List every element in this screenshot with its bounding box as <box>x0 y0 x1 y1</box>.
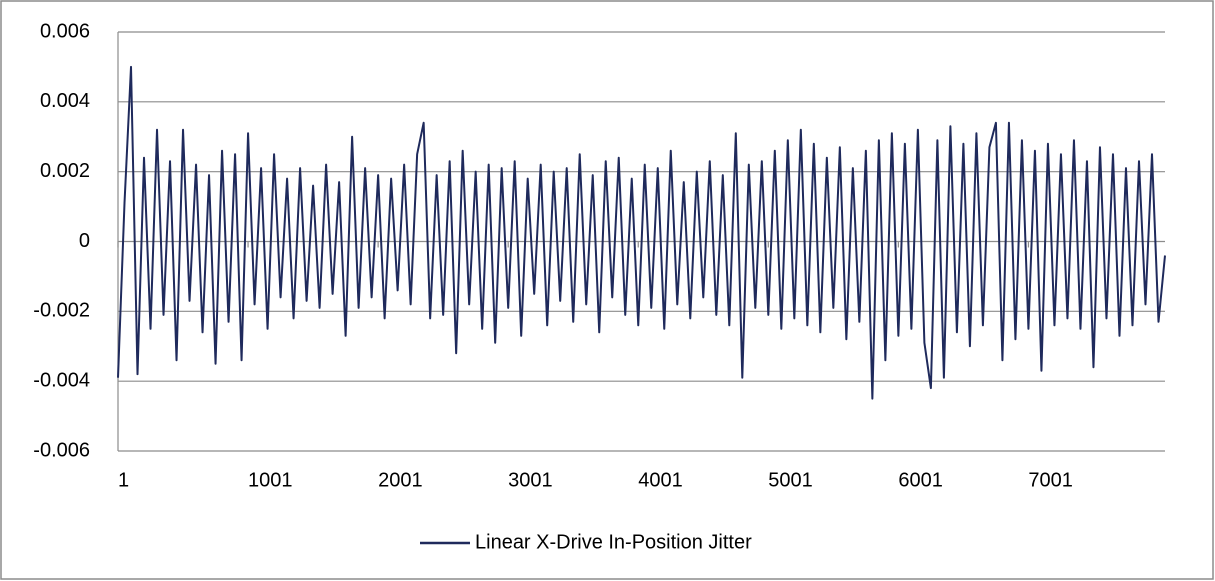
legend-label: Linear X-Drive In-Position Jitter <box>475 531 752 553</box>
y-tick-label: 0.002 <box>40 160 90 182</box>
y-tick-label: -0.006 <box>33 439 90 461</box>
y-tick-label: 0.006 <box>40 20 90 42</box>
x-tick-label: 1001 <box>248 469 293 491</box>
y-tick-label: -0.002 <box>33 300 90 322</box>
x-tick-label: 1 <box>118 469 129 491</box>
x-tick-label: 3001 <box>508 469 553 491</box>
x-tick-label: 5001 <box>768 469 813 491</box>
y-tick-label: 0 <box>79 230 90 252</box>
x-tick-label: 6001 <box>898 469 943 491</box>
x-tick-label: 2001 <box>378 469 423 491</box>
y-tick-label: -0.004 <box>33 369 90 391</box>
x-tick-label: 7001 <box>1028 469 1073 491</box>
data-line <box>117 65 1166 400</box>
x-tick-label: 4001 <box>638 469 683 491</box>
y-tick-label: 0.004 <box>40 90 90 112</box>
